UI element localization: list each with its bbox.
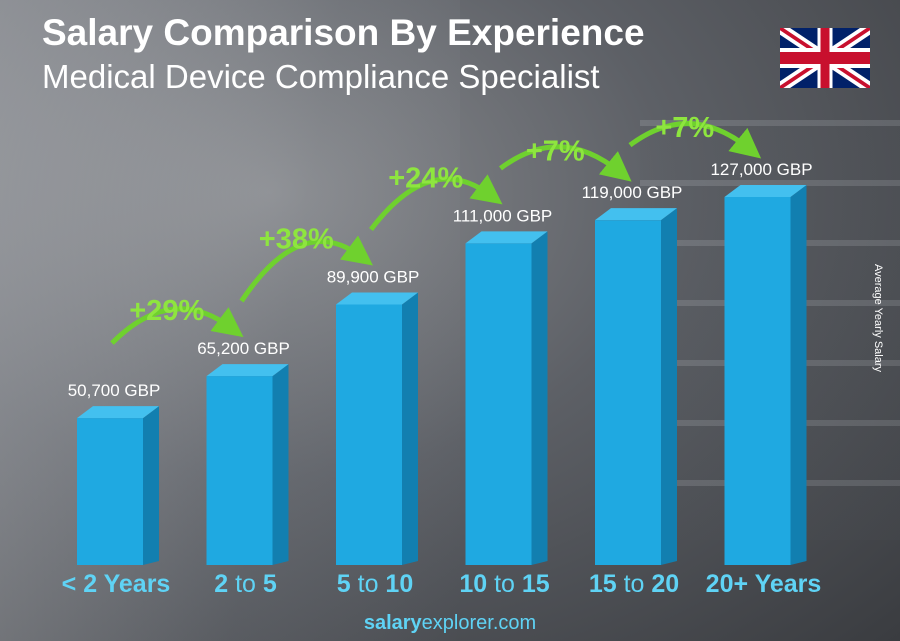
bar [595, 220, 661, 566]
bar [724, 197, 791, 565]
brand-bold: salary [363, 612, 422, 634]
increase-arrow [369, 174, 503, 232]
category-label: 5 to 10 [337, 570, 413, 598]
bar-top [206, 364, 289, 377]
value-label: 111,000 GBP [453, 206, 553, 225]
bar-top [336, 292, 418, 305]
bar-top [595, 208, 677, 221]
bar [336, 304, 402, 565]
bar [206, 376, 273, 565]
value-label: 119,000 GBP [582, 183, 683, 202]
value-label: 50,700 GBP [68, 381, 161, 400]
category-label: 10 to 15 [459, 570, 549, 598]
percent-increase: +29% [129, 295, 204, 327]
increase-arrow [110, 306, 244, 345]
category-label: 2 to 5 [214, 570, 277, 598]
brand-suffix: .com [492, 612, 537, 634]
brand-normal: explorer [421, 612, 493, 634]
bar-top [465, 231, 548, 244]
increase-arrow [628, 121, 762, 159]
percent-increase: +24% [388, 162, 463, 194]
bar [77, 418, 143, 565]
increase-arrow [498, 144, 632, 182]
bar-side [272, 364, 289, 565]
bar-top [724, 185, 807, 197]
value-label: 65,200 GBP [197, 339, 290, 358]
bar-side [790, 185, 807, 565]
increase-arrow [239, 235, 373, 303]
bar-side [143, 406, 159, 565]
percent-increase: +7% [526, 135, 585, 167]
category-label: 15 to 20 [589, 570, 679, 598]
bar-side [531, 231, 548, 566]
percent-increase: +7% [655, 112, 714, 144]
chart-subtitle: Medical Device Compliance Specialist [42, 58, 600, 95]
bar [465, 243, 532, 566]
chart-title: Salary Comparison By Experience [42, 12, 645, 53]
united-kingdom-flag-icon [780, 28, 870, 88]
footer-brand[interactable]: salaryexplorer.com [0, 612, 900, 635]
value-label: 89,900 GBP [327, 268, 420, 287]
bar-side [402, 292, 418, 565]
bar-side [661, 208, 677, 566]
value-label: 127,000 GBP [710, 160, 812, 179]
bar-top [77, 406, 159, 419]
category-label: < 2 Years [62, 570, 171, 598]
category-label: 20+ Years [706, 570, 822, 598]
percent-increase: +38% [259, 224, 334, 256]
